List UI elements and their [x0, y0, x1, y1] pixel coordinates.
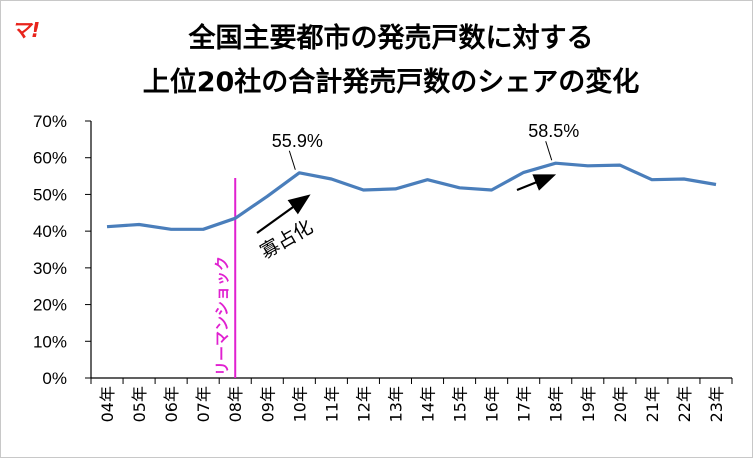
x-tick-label: 19年 [579, 386, 598, 422]
y-tick-label: 70% [33, 112, 67, 131]
logo-mark: マ! [11, 18, 40, 42]
data-labels: 55.9% 58.5% [272, 121, 579, 170]
data-label: 55.9% [272, 131, 323, 151]
data-label-leader [545, 141, 553, 161]
y-tick-labels: 0% 10% 20% 30% 40% 50% 60% 70% [33, 112, 91, 388]
x-tick-label: 18年 [547, 386, 566, 422]
x-tick-label: 21年 [643, 386, 662, 422]
x-tick-labels: 04年 05年 06年 07年 08年 09年 10年 11年 12年 13年 14年 15年 16年 1… [90, 378, 733, 422]
chart-title-line-1: 全国主要都市の発売戸数に対する [188, 22, 594, 54]
x-tick-label: 09年 [258, 386, 277, 422]
x-tick-label: 12年 [354, 386, 373, 422]
x-tick-label: 20年 [611, 386, 630, 422]
x-tick-label: 17年 [515, 386, 534, 422]
data-label: 58.5% [528, 121, 579, 141]
x-tick-label: 15年 [451, 386, 470, 422]
y-tick-label: 10% [33, 332, 67, 351]
x-tick-label: 16年 [483, 386, 502, 422]
y-tick-label: 20% [33, 296, 67, 315]
x-tick-label: 05年 [130, 386, 149, 422]
trend-arrow-1 [256, 194, 311, 234]
x-tick-label: 06年 [162, 386, 181, 422]
x-tick-label: 10年 [290, 386, 309, 422]
lehman-shock-label: リーマンショック [213, 256, 231, 376]
y-tick-label: 0% [42, 369, 67, 388]
y-tick-label: 40% [33, 222, 67, 241]
x-tick-label: 11年 [322, 386, 341, 422]
x-tick-label: 13年 [386, 386, 405, 422]
x-tick-label: 23年 [707, 386, 726, 422]
y-tick-label: 30% [33, 259, 67, 278]
x-tick-label: 08年 [226, 386, 245, 422]
y-tick-label: 60% [33, 149, 67, 168]
chart-title-line-2: 上位20社の合計発売戸数のシェアの変化 [143, 66, 640, 98]
x-tick-label: 07年 [194, 386, 213, 422]
trend-arrow-2 [516, 174, 557, 192]
series-line [106, 161, 717, 231]
x-tick-label: 04年 [98, 386, 117, 422]
x-tick-label: 22年 [675, 386, 694, 422]
axes [90, 121, 732, 379]
y-tick-label: 50% [33, 185, 67, 204]
data-label-leader [288, 150, 296, 170]
x-tick-label: 14年 [419, 386, 438, 422]
trend-label: 寡占化 [257, 216, 317, 264]
